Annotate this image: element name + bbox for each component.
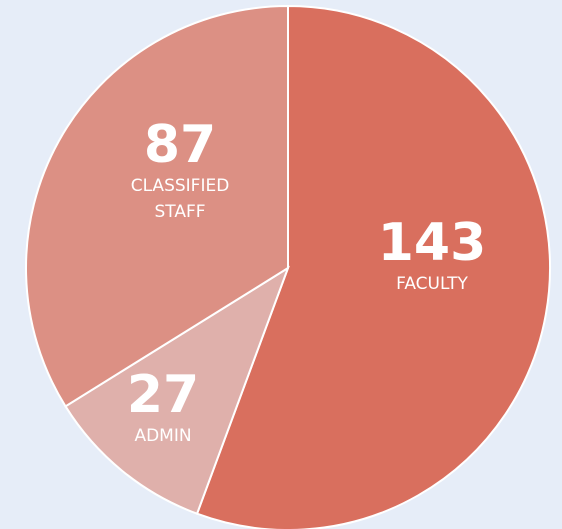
pie-slice [25, 4, 289, 408]
category-label: ADMIN [134, 426, 192, 446]
value-label: 143 [377, 213, 487, 273]
category-label: FACULTY [396, 274, 468, 294]
slice-label: 27 ADMIN [88, 367, 238, 449]
value-label: 27 [126, 365, 200, 425]
pie-slice [195, 4, 551, 529]
slice-label: 87 CLASSIFIED STAFF [105, 117, 255, 225]
value-label: 87 [143, 115, 217, 175]
slice-label: 143 FACULTY [357, 215, 507, 297]
pie-slice [64, 265, 290, 515]
category-label: CLASSIFIED STAFF [130, 176, 230, 222]
